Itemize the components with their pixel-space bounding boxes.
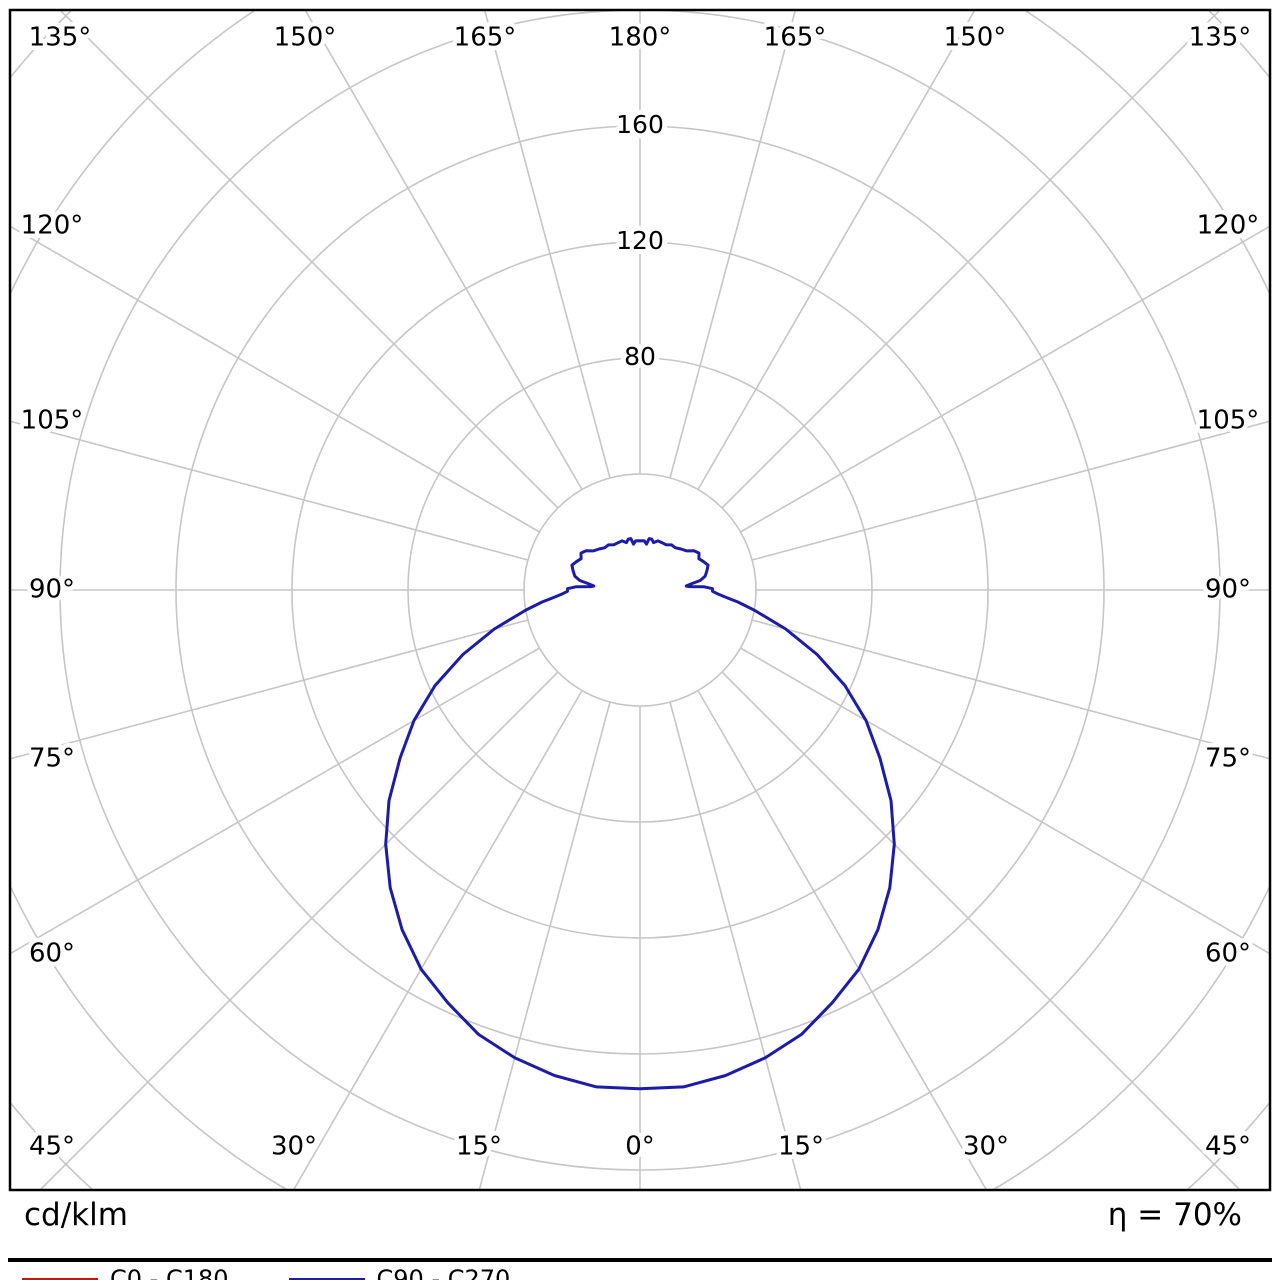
angle-tick-label: 45° (29, 1132, 75, 1162)
ring-tick-label: 120 (616, 226, 664, 255)
legend-item-c0-c180: C0 - C180 (22, 1265, 229, 1280)
ring-tick-label: 160 (616, 110, 664, 139)
legend-item-c90-c270: C90 - C270 (288, 1265, 511, 1280)
angle-tick-label: 135° (29, 23, 92, 53)
angle-tick-label: 180° (609, 23, 672, 53)
angle-tick-label: 15° (456, 1132, 502, 1162)
angle-tick-label: 75° (29, 744, 75, 774)
angle-tick-label: 165° (764, 23, 827, 53)
angle-tick-label: 105° (21, 406, 84, 436)
angle-tick-label: 150° (274, 23, 337, 53)
units-label: cd/klm (24, 1197, 128, 1233)
angle-tick-label: 75° (1205, 744, 1251, 774)
legend-swatch-c90-c270 (288, 1277, 365, 1280)
angle-tick-label: 0° (625, 1132, 655, 1162)
angle-tick-label: 60° (1205, 939, 1251, 969)
legend-divider (8, 1258, 1272, 1262)
efficiency-value: η = 70% (1107, 1197, 1242, 1233)
legend-label-c0-c180: C0 - C180 (110, 1265, 229, 1280)
angle-tick-label: 165° (454, 23, 517, 53)
angle-tick-label: 120° (1197, 211, 1260, 241)
ring-labels: 80 120 160 (611, 105, 669, 376)
angle-labels: 0° 15° 15° 30° 30° 45° 45° 60° 60° 75° 75° 90° 90° 10… (16, 18, 1264, 1166)
ring-tick-label: 80 (624, 342, 656, 371)
angle-tick-label: 60° (29, 939, 75, 969)
angle-tick-label: 90° (29, 575, 75, 605)
legend-swatch-c0-c180 (22, 1277, 98, 1280)
angle-tick-label: 30° (963, 1132, 1009, 1162)
angle-tick-label: 15° (778, 1132, 824, 1162)
legend: C0 - C180 C90 - C270 (22, 1264, 510, 1280)
angle-tick-label: 105° (1197, 406, 1260, 436)
angle-tick-label: 90° (1205, 575, 1251, 605)
angle-tick-label: 120° (21, 211, 84, 241)
angle-tick-label: 45° (1205, 1132, 1251, 1162)
angle-tick-label: 150° (944, 23, 1007, 53)
chart-frame (8, 8, 1272, 1192)
angle-tick-label: 30° (271, 1132, 317, 1162)
legend-label-c90-c270: C90 - C270 (376, 1265, 511, 1280)
curve-c90-c270 (384, 537, 896, 1091)
angle-tick-label: 135° (1189, 23, 1252, 53)
